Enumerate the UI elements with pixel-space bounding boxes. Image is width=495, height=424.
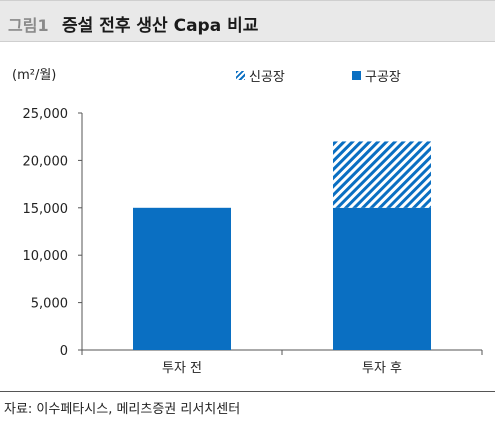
x-tick-label: 투자 전 [162,361,202,376]
legend-item-new: 신공장 [236,66,285,85]
figure-title: 증설 전후 생산 Capa 비교 [62,16,259,36]
bar-chart: 0 5,000 10,000 15,000 20,000 25,000 투자 전 투자 후 [23,107,483,376]
bottom-rule [0,391,495,392]
bar-old-factory [333,207,431,350]
y-tick-label: 0 [60,344,68,359]
legend-label-old: 구공장 [365,70,401,85]
source-note: 자료: 이수페타시스, 메리츠증권 리서치센터 [4,402,241,417]
legend-item-old: 구공장 [352,66,401,85]
y-tick-label: 5,000 [31,297,68,312]
legend-swatch-new [236,71,245,80]
x-tick-label: 투자 후 [362,361,402,376]
y-tick-label: 20,000 [23,154,69,169]
y-tick-label: 25,000 [23,107,69,122]
y-tick-label: 10,000 [23,249,69,264]
legend-swatch-old [352,71,361,80]
y-tick-label: 15,000 [23,202,69,217]
figure-label: 그림1 [8,16,49,35]
bar-old-factory [133,207,231,350]
figure-title-bar: 그림1 증설 전후 생산 Capa 비교 [0,0,495,42]
legend-label-new: 신공장 [249,70,285,85]
y-axis-unit: (m²/월) [12,68,57,83]
bar-new-factory [333,141,431,208]
